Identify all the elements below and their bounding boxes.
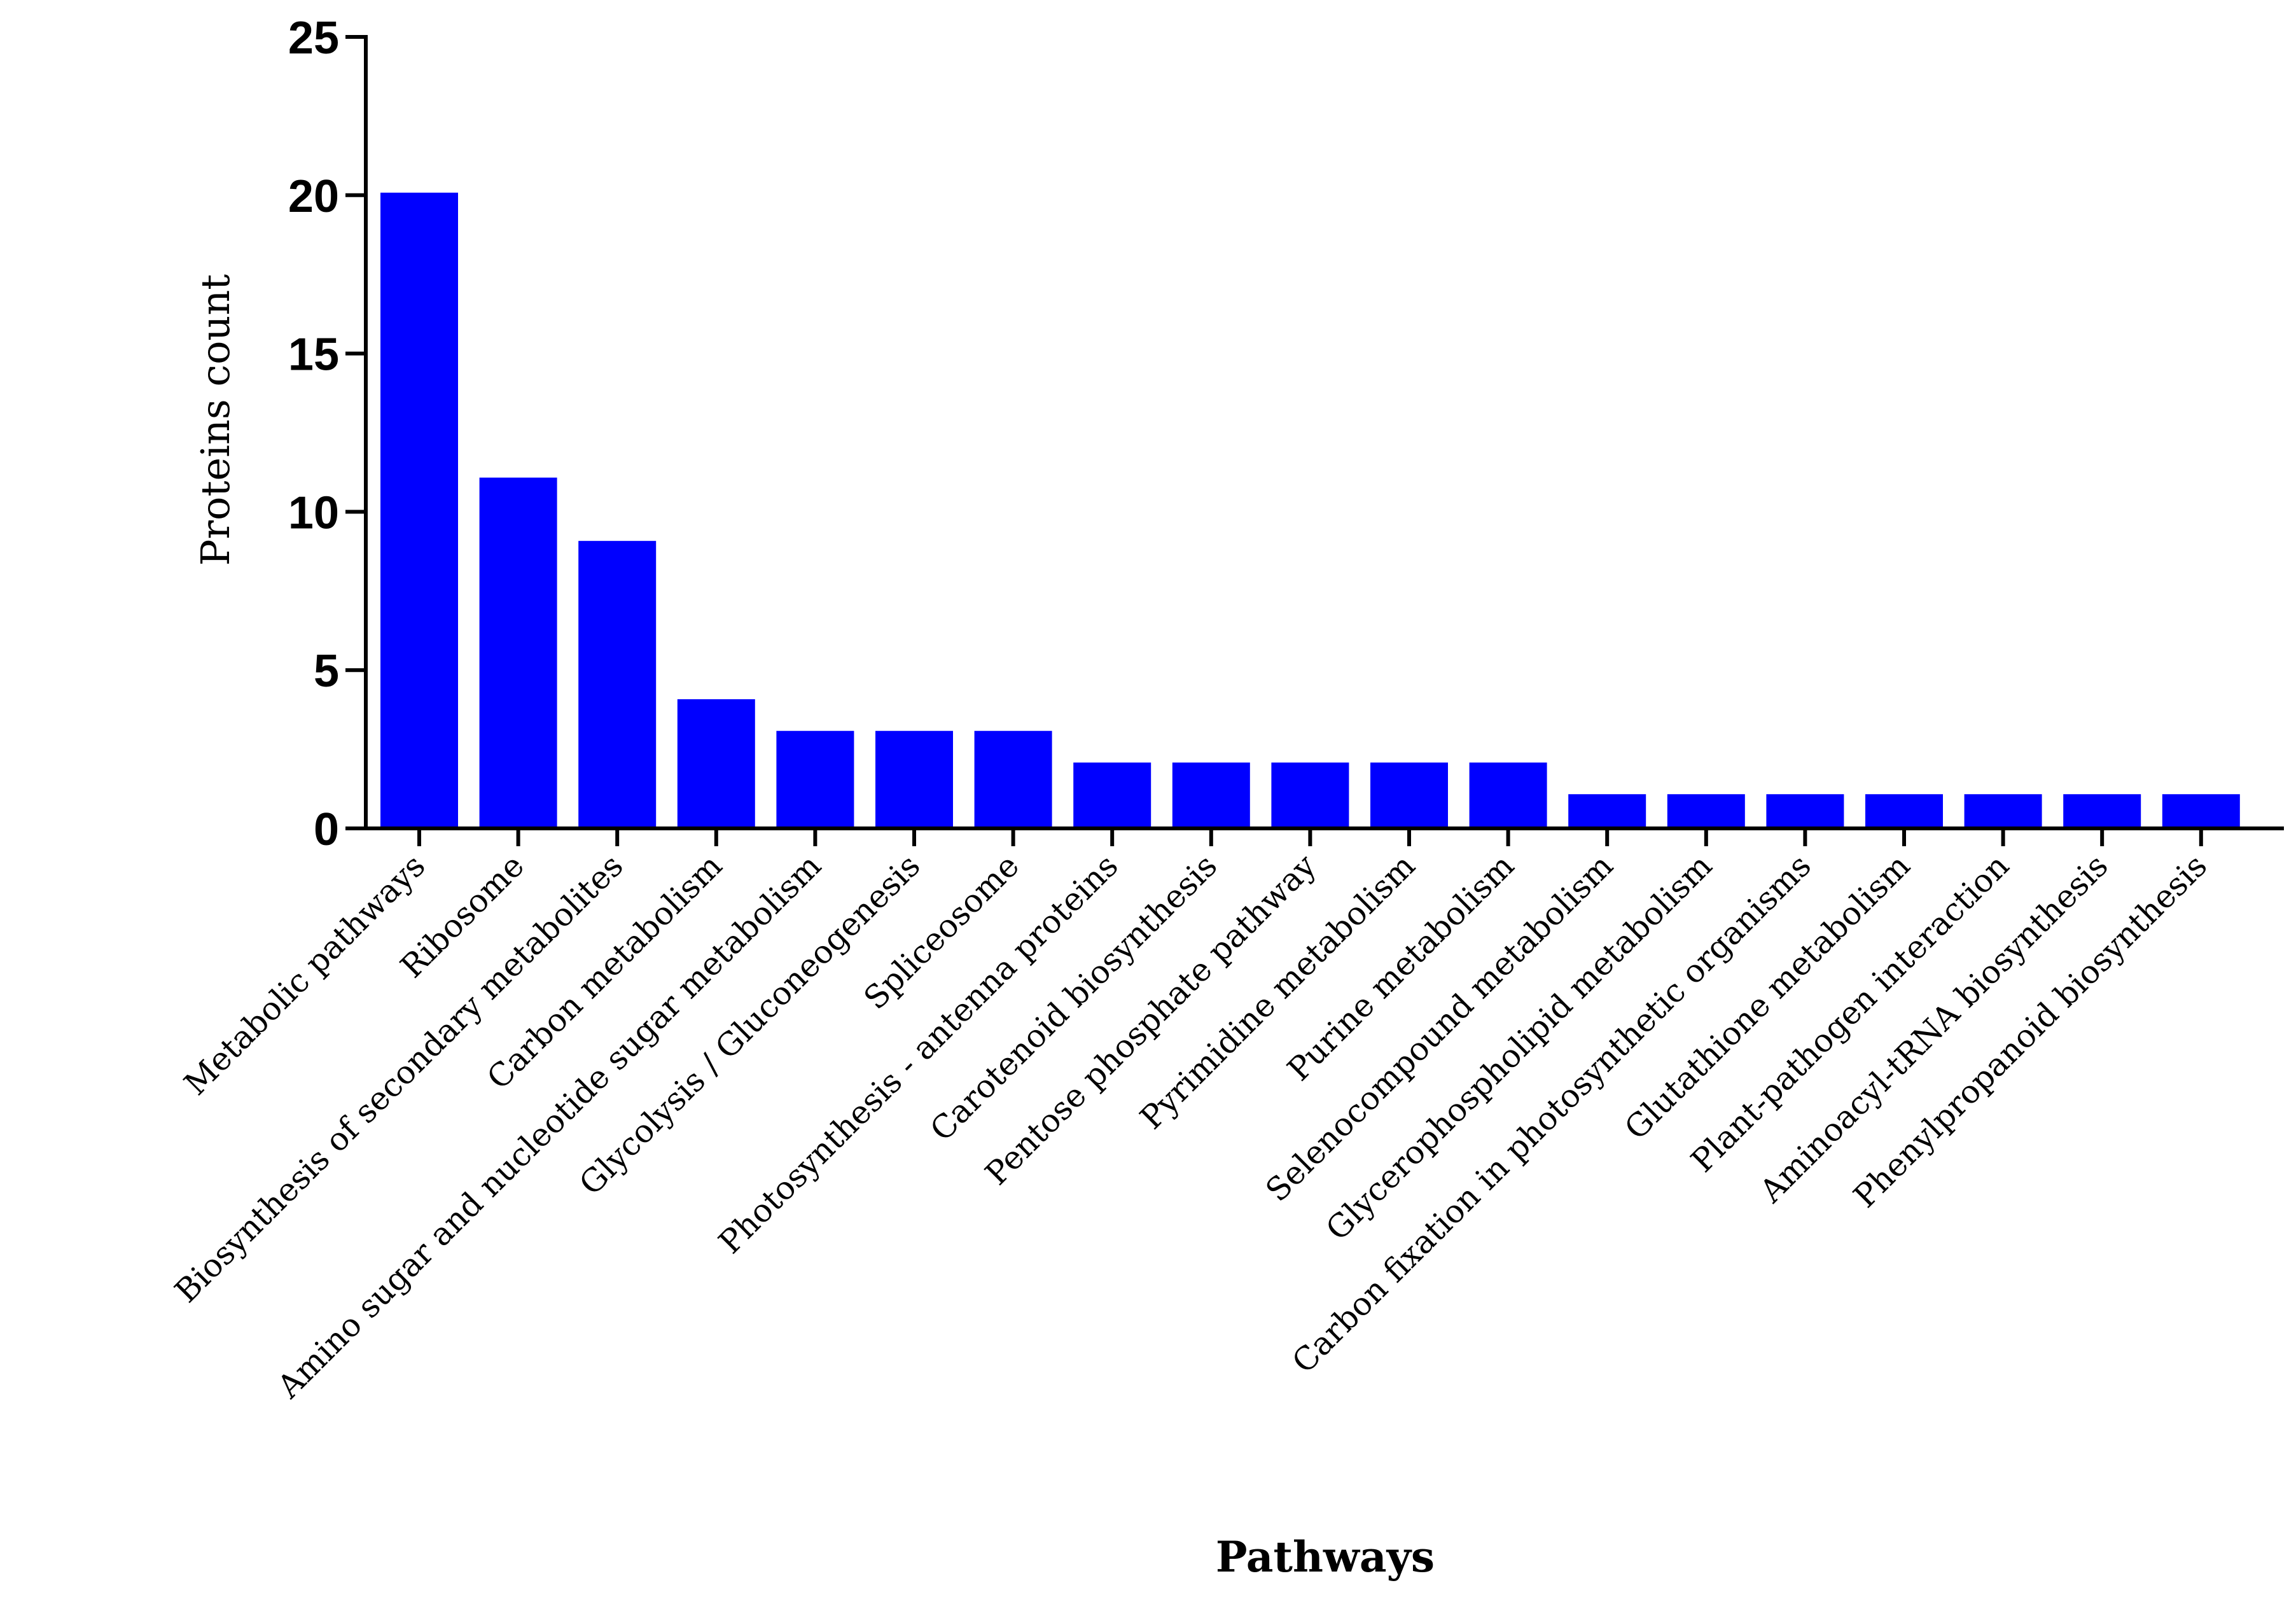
- y-tick-label: 0: [314, 804, 339, 855]
- y-axis-title: Proteins count: [192, 274, 239, 566]
- y-tick-label: 20: [288, 171, 339, 222]
- x-category-label: Aminoacyl-tRNA biosynthesis: [1752, 847, 2115, 1210]
- bar: [1766, 794, 1844, 828]
- x-category-label: Selenocompound metabolism: [1258, 847, 1620, 1208]
- bar: [875, 730, 953, 828]
- y-tick-label: 10: [288, 487, 339, 538]
- bar: [1073, 762, 1151, 828]
- bar: [1667, 794, 1745, 828]
- x-axis-title: Pathways: [1216, 1532, 1435, 1582]
- x-category-label: Phenylpropanoid biosynthesis: [1846, 847, 2214, 1215]
- bar: [2063, 794, 2141, 828]
- bar: [1370, 762, 1448, 828]
- bar: [1271, 762, 1349, 828]
- bar: [578, 541, 657, 828]
- bar: [1568, 794, 1646, 828]
- bar: [776, 730, 854, 828]
- bar: [2162, 794, 2240, 828]
- bar: [1865, 794, 1943, 828]
- bar: [479, 477, 557, 828]
- y-ticks-group: 0 5 10 15 20 25: [288, 13, 366, 855]
- bar: [1469, 762, 1547, 828]
- bar: [974, 730, 1052, 828]
- bars-group: [380, 192, 2240, 828]
- bar: [1964, 794, 2042, 828]
- y-tick-label: 25: [288, 13, 339, 64]
- y-tick-label: 15: [288, 330, 339, 380]
- bar: [677, 699, 755, 828]
- y-tick-label: 5: [314, 646, 339, 697]
- bar: [1172, 762, 1250, 828]
- bar: [380, 192, 458, 828]
- axes-group: [364, 35, 2284, 830]
- x-category-label: Biosynthesis of secondary metabolites: [168, 847, 630, 1309]
